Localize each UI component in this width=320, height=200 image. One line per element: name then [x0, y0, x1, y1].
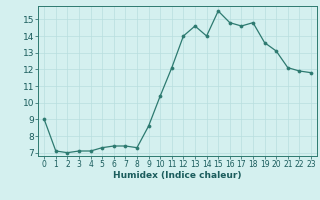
- X-axis label: Humidex (Indice chaleur): Humidex (Indice chaleur): [113, 171, 242, 180]
